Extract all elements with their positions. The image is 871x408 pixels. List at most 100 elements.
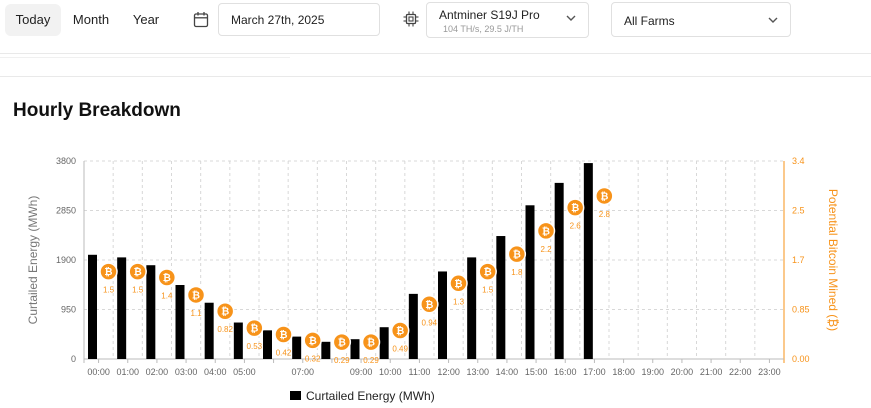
x-tick-label: 13:00: [466, 367, 489, 377]
bitcoin-icon: [595, 186, 614, 206]
bitcoin-marker: ₿ 1.8: [507, 244, 527, 277]
bitcoin-icon: [507, 244, 527, 264]
bitcoin-glyph: ₿: [250, 323, 258, 335]
bitcoin-marker: ₿ 0.42: [274, 325, 293, 358]
bitcoin-icon: [449, 274, 468, 293]
bitcoin-glyph: ₿: [484, 266, 492, 278]
divider: [0, 76, 871, 77]
bitcoin-icon: [274, 325, 293, 344]
bitcoin-icon: [361, 332, 381, 352]
bitcoin-marker: ₿ 2.8: [595, 186, 614, 219]
bitcoin-marker: ₿ 1.1: [186, 285, 206, 318]
farm-select[interactable]: All Farms: [611, 2, 791, 37]
bitcoin-value-label: 1.5: [103, 286, 115, 295]
bitcoin-marker: ₿ 1.3: [449, 274, 468, 306]
bitcoin-icon: [245, 318, 264, 338]
bitcoin-value-label: 1.5: [482, 286, 494, 295]
x-tick-label: 04:00: [204, 367, 227, 377]
bar: [554, 182, 564, 359]
x-tick-label: 11:00: [408, 367, 430, 377]
date-picker[interactable]: March 27th, 2025: [218, 3, 380, 36]
bitcoin-value-label: 0.94: [422, 318, 438, 327]
bitcoin-marker: ₿ 1.5: [128, 262, 147, 295]
miner-select[interactable]: Antminer S19J Pro 104 TH/s, 29.5 J/TH: [426, 2, 589, 38]
period-month-button[interactable]: Month: [72, 12, 110, 27]
bitcoin-glyph: ₿: [309, 335, 317, 347]
bitcoin-value-label: 2.6: [570, 222, 582, 231]
x-tick-label: 10:00: [379, 367, 402, 377]
bitcoin-marker: ₿ 0.94: [420, 295, 439, 327]
bitcoin-icon: [215, 301, 235, 321]
bar: [263, 330, 272, 359]
filter-toolbar: Today Month Year March 27th, 2025 Antmin…: [0, 0, 871, 54]
bitcoin-marker: ₿ 1.5: [478, 262, 497, 295]
bitcoin-marker: ₿ 0.29: [361, 332, 381, 365]
bitcoin-marker: ₿ 0.49: [390, 321, 410, 353]
bitcoin-glyph: ₿: [367, 337, 375, 349]
section-title: Hourly Breakdown: [13, 100, 181, 121]
bitcoin-icon: [99, 262, 118, 281]
bitcoin-value-label: 1.8: [511, 268, 523, 277]
bitcoin-glyph: ₿: [425, 299, 433, 311]
bitcoin-marker: ₿ 0.82: [215, 301, 235, 334]
x-tick-label: 00:00: [87, 367, 110, 377]
bitcoin-value-label: 0.42: [276, 349, 292, 358]
x-tick-label: 22:00: [729, 367, 752, 377]
bar: [408, 293, 418, 359]
y-tick-label: 3800: [56, 156, 76, 166]
bar: [146, 265, 156, 359]
bar: [467, 257, 477, 359]
bitcoin-icon: [303, 331, 322, 350]
bitcoin-icon: [128, 262, 147, 281]
bitcoin-value-label: 0.82: [217, 325, 233, 334]
divider: [0, 57, 290, 58]
y-right-tick-label: 1.7: [792, 255, 805, 265]
bitcoin-icon: [186, 285, 206, 305]
x-tick-label: 17:00: [583, 367, 606, 377]
legend-swatch: [290, 391, 301, 400]
bitcoin-value-label: 0.53: [247, 342, 263, 351]
divider: [0, 53, 871, 54]
bitcoin-glyph: ₿: [396, 325, 404, 337]
bar: [350, 339, 360, 359]
chip-icon: [403, 11, 419, 27]
bitcoin-marker: ₿ 0.29: [332, 332, 352, 365]
calendar-icon[interactable]: [193, 11, 209, 28]
bitcoin-icon: [420, 295, 439, 314]
bitcoin-glyph: ₿: [454, 278, 462, 290]
bitcoin-glyph: ₿: [104, 266, 112, 278]
bitcoin-icon: [536, 221, 556, 241]
bitcoin-value-label: 1.3: [453, 297, 465, 306]
bar: [379, 327, 389, 359]
period-today-button[interactable]: Today: [5, 4, 61, 36]
bitcoin-glyph: ₿: [600, 190, 608, 202]
bitcoin-icon: [157, 268, 177, 287]
legend-label: Curtailed Energy (MWh): [306, 389, 435, 403]
miner-spec: 104 TH/s, 29.5 J/TH: [443, 24, 524, 34]
chevron-down-icon: [566, 15, 576, 21]
bar: [233, 322, 243, 359]
x-tick-label: 21:00: [700, 367, 723, 377]
bitcoin-value-label: 0.49: [392, 344, 408, 353]
bitcoin-glyph: ₿: [542, 225, 550, 237]
bar: [438, 271, 447, 359]
bitcoin-marker: ₿ 0.32: [303, 331, 322, 363]
bitcoin-glyph: ₿: [163, 272, 171, 284]
bitcoin-marker: ₿ 1.4: [157, 268, 177, 300]
period-year-button[interactable]: Year: [132, 12, 160, 27]
bitcoin-marker: ₿ 0.53: [245, 318, 264, 351]
bar: [204, 302, 214, 359]
y-axis-title: Curtailed Energy (MWh): [26, 196, 40, 325]
bitcoin-marker: ₿ 1.5: [99, 262, 118, 295]
bar: [525, 205, 535, 359]
bar: [292, 336, 302, 359]
y-right-tick-label: 3.4: [792, 156, 805, 166]
x-tick-label: 19:00: [641, 367, 664, 377]
chevron-down-icon: [768, 17, 778, 23]
y-right-tick-label: 0.85: [792, 305, 810, 315]
bitcoin-icon: [478, 262, 497, 281]
y-tick-label: 0: [71, 354, 76, 364]
bar: [117, 257, 127, 359]
bar: [496, 236, 506, 359]
x-tick-label: 05:00: [233, 367, 256, 377]
